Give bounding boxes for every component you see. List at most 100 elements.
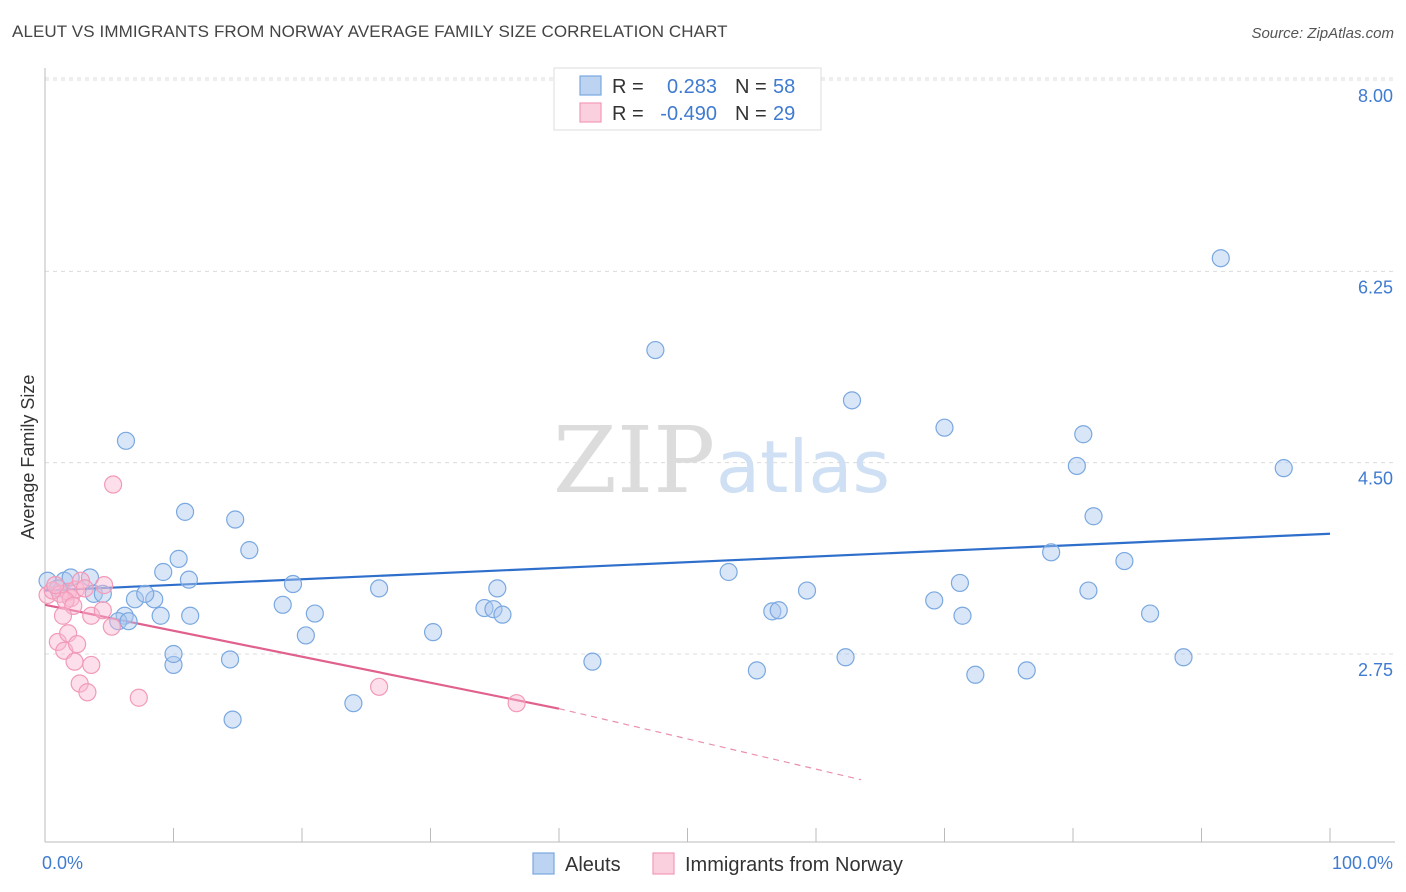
- point-aleuts: [1042, 543, 1061, 562]
- point-norway: [46, 576, 65, 595]
- point-aleuts: [145, 590, 164, 609]
- point-norway: [95, 576, 114, 595]
- point-aleuts: [164, 644, 183, 664]
- source-note: Source: ZipAtlas.com: [1251, 25, 1394, 42]
- point-aleuts: [1140, 604, 1160, 623]
- legend-r-label: R =: [612, 76, 644, 98]
- point-norway: [78, 683, 97, 702]
- point-aleuts: [1174, 648, 1193, 667]
- trend-line-aleuts: [44, 532, 1331, 592]
- point-aleuts: [842, 391, 862, 410]
- point-aleuts: [763, 602, 782, 621]
- watermark-zip: ZIP: [553, 407, 715, 514]
- x-tick-labels: 0.0% 100.0%: [42, 853, 1393, 873]
- y-tick-label: 8.00: [1358, 86, 1393, 106]
- point-aleuts: [240, 541, 259, 560]
- point-aleuts: [223, 710, 242, 729]
- point-aleuts: [116, 431, 136, 450]
- point-aleuts: [154, 562, 173, 582]
- point-aleuts: [119, 612, 138, 631]
- point-aleuts: [488, 579, 507, 598]
- legend-r-value-norway: -0.490: [660, 103, 717, 125]
- point-aleuts: [1067, 456, 1086, 476]
- point-aleuts: [1274, 459, 1293, 478]
- point-aleuts: [493, 605, 512, 624]
- axes: [44, 68, 1395, 843]
- legend-swatch-norway: [579, 102, 602, 123]
- point-aleuts: [484, 600, 503, 619]
- point-aleuts: [296, 626, 315, 645]
- point-aleuts: [950, 573, 970, 593]
- point-norway: [507, 694, 526, 713]
- trend-line-norway-extension: [558, 708, 862, 781]
- point-aleuts: [283, 574, 303, 594]
- point-norway: [53, 606, 73, 625]
- legend-swatch-aleuts: [532, 852, 555, 875]
- point-aleuts: [181, 606, 200, 625]
- y-tick-label: 6.25: [1358, 277, 1393, 297]
- point-aleuts: [925, 591, 944, 610]
- point-aleuts: [423, 623, 443, 642]
- point-aleuts: [836, 648, 855, 667]
- point-aleuts: [747, 661, 766, 680]
- point-aleuts: [61, 568, 80, 587]
- point-aleuts: [797, 581, 817, 600]
- point-aleuts: [1211, 249, 1230, 268]
- point-aleuts: [953, 606, 972, 625]
- point-aleuts: [769, 601, 788, 620]
- legend-swatch-aleuts: [579, 75, 602, 96]
- legend-r-label: R =: [612, 103, 644, 125]
- point-aleuts: [305, 604, 324, 623]
- watermark: ZIP atlas: [553, 407, 890, 514]
- point-aleuts: [169, 549, 188, 568]
- point-norway: [93, 601, 112, 620]
- y-tick-labels: 8.00 6.25 4.50 2.75: [1358, 86, 1393, 680]
- point-norway: [104, 475, 123, 494]
- point-norway: [102, 617, 121, 636]
- x-tick-label: 0.0%: [42, 853, 83, 873]
- legend-n-value-aleuts: 58: [773, 76, 795, 98]
- point-aleuts: [273, 595, 292, 614]
- point-aleuts: [1074, 425, 1093, 444]
- point-aleuts: [220, 650, 240, 669]
- point-aleuts: [125, 590, 145, 609]
- watermark-atlas: atlas: [716, 425, 890, 509]
- legend-swatch-norway: [652, 852, 675, 875]
- y-axis-label: Average Family Size: [18, 375, 38, 540]
- y-tick-label: 2.75: [1358, 660, 1393, 680]
- legend-r-value-aleuts: 0.283: [667, 76, 717, 98]
- legend-n-label: N =: [735, 103, 767, 125]
- point-aleuts: [719, 562, 738, 582]
- point-aleuts: [151, 606, 170, 625]
- point-aleuts: [646, 340, 665, 360]
- point-aleuts: [226, 510, 245, 529]
- point-aleuts: [1079, 581, 1098, 600]
- point-aleuts: [966, 665, 985, 684]
- point-aleuts: [136, 584, 155, 603]
- point-aleuts: [1115, 551, 1134, 571]
- point-aleuts: [370, 579, 389, 598]
- legend-n-value-norway: 29: [773, 103, 795, 125]
- point-aleuts: [175, 502, 195, 521]
- series-legend: Aleuts Immigrants from Norway: [532, 852, 903, 876]
- point-aleuts: [344, 694, 363, 713]
- point-norway: [82, 655, 101, 675]
- point-norway: [65, 652, 84, 671]
- point-norway: [68, 635, 87, 654]
- point-aleuts: [583, 652, 602, 671]
- y-tick-label: 4.50: [1358, 469, 1393, 489]
- chart-title: ALEUT VS IMMIGRANTS FROM NORWAY AVERAGE …: [12, 22, 728, 41]
- point-norway: [129, 688, 148, 707]
- point-aleuts: [1084, 507, 1103, 526]
- legend-label-norway: Immigrants from Norway: [685, 854, 903, 876]
- point-norway: [75, 579, 94, 598]
- x-tick-label: 100.0%: [1332, 853, 1393, 873]
- legend-n-label: N =: [735, 76, 767, 98]
- gridlines: [45, 77, 1395, 655]
- point-norway: [370, 677, 389, 696]
- data-points: [38, 249, 1293, 729]
- legend-label-aleuts: Aleuts: [565, 854, 621, 876]
- point-aleuts: [1017, 661, 1036, 680]
- point-norway: [82, 606, 101, 625]
